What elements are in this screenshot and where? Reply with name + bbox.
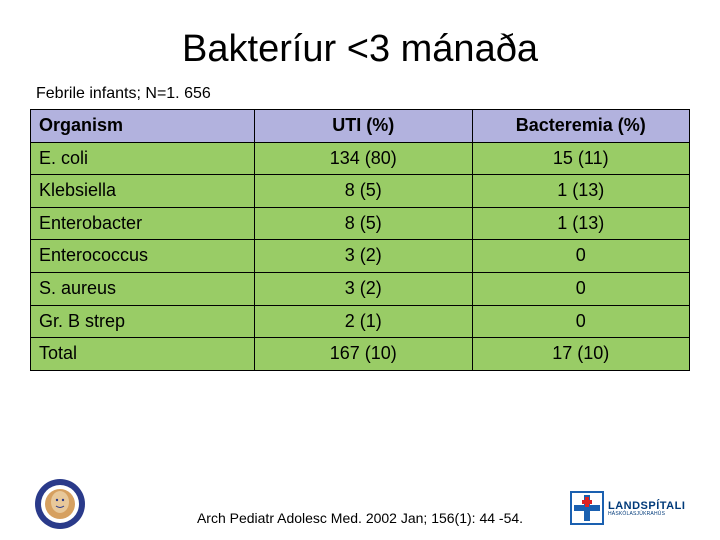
col-header-organism: Organism xyxy=(31,110,255,143)
bacteremia-cell: 0 xyxy=(472,272,689,305)
organism-cell: Total xyxy=(31,338,255,371)
bacteremia-cell: 0 xyxy=(472,240,689,273)
organism-cell: E. coli xyxy=(31,142,255,175)
bacteremia-cell: 0 xyxy=(472,305,689,338)
logo-right-text-block: LANDSPÍTALI HÁSKÓLASJÚKRAHÚS xyxy=(608,500,685,517)
bacteremia-cell: 17 (10) xyxy=(472,338,689,371)
uti-cell: 134 (80) xyxy=(255,142,472,175)
table-row: Enterococcus3 (2)0 xyxy=(31,240,690,273)
uti-cell: 8 (5) xyxy=(255,175,472,208)
table-row: Klebsiella8 (5)1 (13) xyxy=(31,175,690,208)
logo-left xyxy=(34,478,86,530)
table-row: E. coli134 (80)15 (11) xyxy=(31,142,690,175)
uti-cell: 2 (1) xyxy=(255,305,472,338)
organism-cell: Enterococcus xyxy=(31,240,255,273)
logo-right-name: LANDSPÍTALI xyxy=(608,500,685,512)
table-row: Gr. B strep2 (1)0 xyxy=(31,305,690,338)
uti-cell: 8 (5) xyxy=(255,207,472,240)
col-header-uti: UTI (%) xyxy=(255,110,472,143)
data-table: Organism UTI (%) Bacteremia (%) E. coli1… xyxy=(30,109,690,371)
table-row: Enterobacter8 (5)1 (13) xyxy=(31,207,690,240)
slide-subtitle: Febrile infants; N=1. 656 xyxy=(36,85,690,103)
col-header-bacteremia: Bacteremia (%) xyxy=(472,110,689,143)
hospital-cross-icon xyxy=(570,491,604,525)
organism-cell: S. aureus xyxy=(31,272,255,305)
organism-cell: Enterobacter xyxy=(31,207,255,240)
organism-cell: Klebsiella xyxy=(31,175,255,208)
table-header-row: Organism UTI (%) Bacteremia (%) xyxy=(31,110,690,143)
organism-cell: Gr. B strep xyxy=(31,305,255,338)
slide: Bakteríur <3 mánaða Febrile infants; N=1… xyxy=(0,0,720,540)
uti-cell: 167 (10) xyxy=(255,338,472,371)
bacteremia-cell: 15 (11) xyxy=(472,142,689,175)
uti-cell: 3 (2) xyxy=(255,272,472,305)
uti-cell: 3 (2) xyxy=(255,240,472,273)
slide-title: Bakteríur <3 mánaða xyxy=(30,28,690,71)
bacteremia-cell: 1 (13) xyxy=(472,175,689,208)
bacteremia-cell: 1 (13) xyxy=(472,207,689,240)
table-row: S. aureus3 (2)0 xyxy=(31,272,690,305)
medical-seal-icon xyxy=(34,478,86,530)
table-row: Total167 (10)17 (10) xyxy=(31,338,690,371)
logo-right: LANDSPÍTALI HÁSKÓLASJÚKRAHÚS xyxy=(570,486,690,530)
